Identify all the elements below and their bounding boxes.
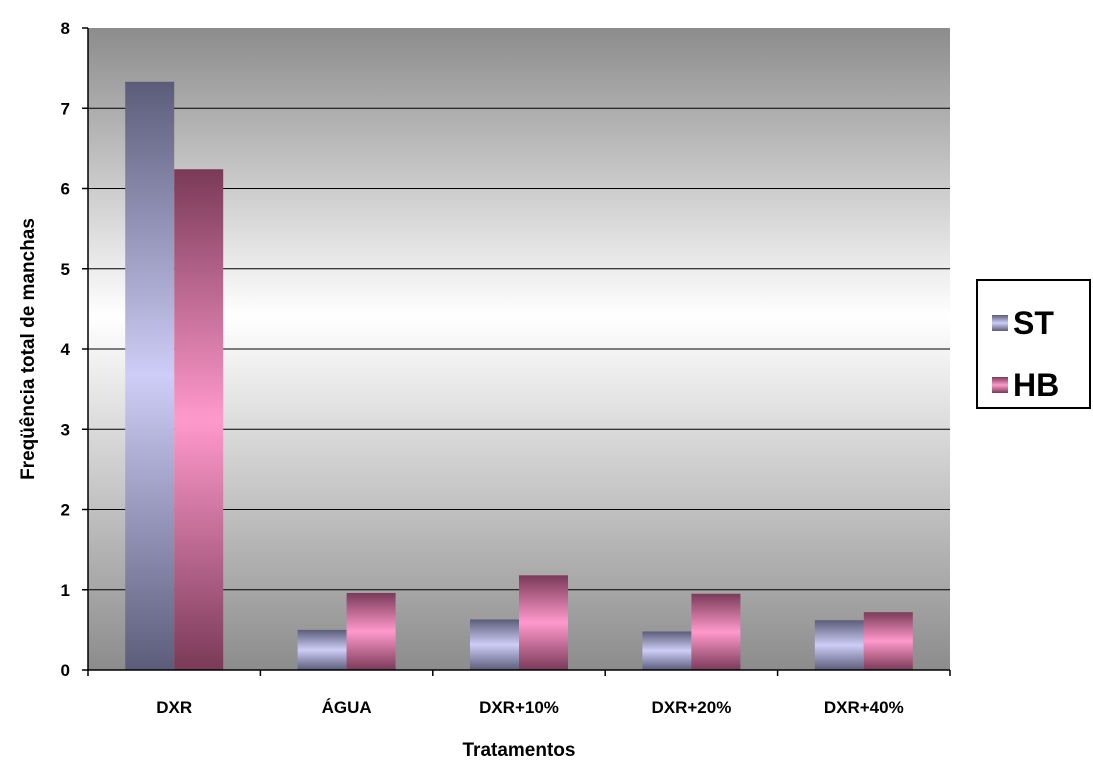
bar-hb — [519, 575, 568, 670]
legend-swatch-st — [992, 315, 1008, 331]
x-tick-label: ÁGUA — [322, 698, 372, 717]
legend-label-hb: HB — [1013, 367, 1060, 403]
gridlines — [88, 107, 950, 591]
bar-hb — [863, 612, 913, 670]
y-tick-label: 0 — [61, 661, 70, 680]
bar-st — [642, 631, 692, 670]
legend-swatch-hb — [992, 377, 1008, 393]
x-ticks: DXR ÁGUA DXR+10% DXR+20% DXR+40% — [87, 670, 951, 717]
y-tick-label: 6 — [61, 180, 70, 199]
bar-hb — [691, 593, 741, 670]
y-tick-label: 8 — [61, 19, 70, 38]
bar-st — [814, 620, 864, 670]
bar-st — [297, 629, 347, 670]
x-tick-label: DXR+10% — [479, 698, 559, 717]
legend-label-st: ST — [1013, 305, 1054, 341]
bars — [125, 81, 913, 671]
legend-item-hb: HB — [992, 369, 1059, 401]
y-tick-label: 4 — [61, 340, 71, 359]
bar-st — [125, 81, 175, 670]
y-ticks: 0 1 2 3 4 5 6 7 8 — [61, 19, 88, 680]
y-tick-label: 2 — [61, 501, 70, 520]
y-tick-label: 5 — [61, 260, 70, 279]
y-axis-title: Freqüência total de manchas — [18, 218, 39, 480]
x-tick-label: DXR+20% — [651, 698, 731, 717]
y-tick-label: 1 — [61, 581, 70, 600]
y-tick-label: 3 — [61, 420, 70, 439]
bar-st — [470, 619, 519, 670]
x-tick-label: DXR+40% — [824, 698, 904, 717]
legend: ST HB — [976, 279, 1091, 409]
x-axis-title: Tratamentos — [463, 740, 576, 760]
bar-hb — [346, 592, 396, 670]
y-tick-label: 7 — [61, 99, 70, 118]
legend-item-st: ST — [992, 307, 1054, 339]
bar-hb — [174, 169, 224, 671]
x-tick-label: DXR — [156, 698, 192, 717]
